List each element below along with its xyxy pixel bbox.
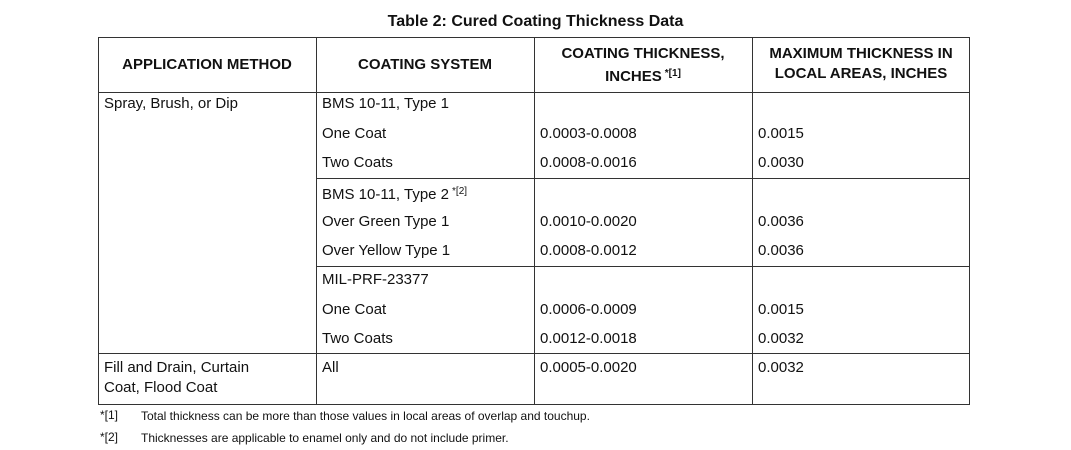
cell: 0.0032	[758, 359, 804, 376]
footnote-text: Thicknesses are applicable to enamel onl…	[141, 431, 509, 445]
footnote-ref: *[1]	[664, 68, 681, 79]
method: Fill and Drain, Curtain	[104, 359, 250, 376]
header: INCHES *[1]	[534, 65, 752, 86]
cell: 0.0010-0.0020	[540, 213, 637, 230]
footnote-ref: *[2]	[452, 186, 468, 197]
cell: 0.0008-0.0016	[540, 154, 637, 171]
cell: 0.0032	[758, 330, 804, 347]
cell: 0.0036	[758, 242, 804, 259]
cell: 0.0015	[758, 125, 804, 142]
system-heading: BMS 10-11, Type 1	[322, 95, 450, 112]
cell: 0.0036	[758, 213, 804, 230]
header: COATING SYSTEM	[358, 56, 492, 73]
method: Coat, Flood Coat	[104, 379, 218, 396]
system-name: BMS 10-11, Type 2	[322, 186, 450, 203]
cell: One Coat	[322, 301, 387, 318]
system-heading: MIL-PRF-23377	[322, 271, 429, 288]
system-heading: BMS 10-11, Type 2 *[2]	[322, 183, 467, 204]
header: APPLICATION METHOD	[122, 56, 292, 73]
cell: One Coat	[322, 125, 387, 142]
header: COATING THICKNESS,	[561, 45, 725, 62]
footnote-mark: *[2]	[100, 430, 119, 444]
footnote-text: Total thickness can be more than those v…	[141, 409, 590, 423]
footnote-mark: *[1]	[100, 408, 119, 422]
method: Spray, Brush, or Dip	[104, 95, 238, 112]
cell: 0.0008-0.0012	[540, 242, 637, 259]
cell: 0.0015	[758, 301, 804, 318]
cell: Over Green Type 1	[322, 213, 450, 230]
cell: 0.0003-0.0008	[540, 125, 637, 142]
system-heading: All	[322, 359, 339, 376]
cell: 0.0030	[758, 154, 804, 171]
table-title: Table 2: Cured Coating Thickness Data	[387, 13, 684, 30]
cell: 0.0006-0.0009	[540, 301, 637, 318]
cell: 0.0012-0.0018	[540, 330, 637, 347]
header: MAXIMUM THICKNESS IN	[769, 45, 953, 62]
cell: Two Coats	[322, 330, 393, 347]
header-text: INCHES	[605, 68, 662, 85]
cell: Over Yellow Type 1	[322, 242, 451, 259]
cell: Two Coats	[322, 154, 393, 171]
cell: 0.0005-0.0020	[540, 359, 637, 376]
header: LOCAL AREAS, INCHES	[774, 65, 948, 82]
